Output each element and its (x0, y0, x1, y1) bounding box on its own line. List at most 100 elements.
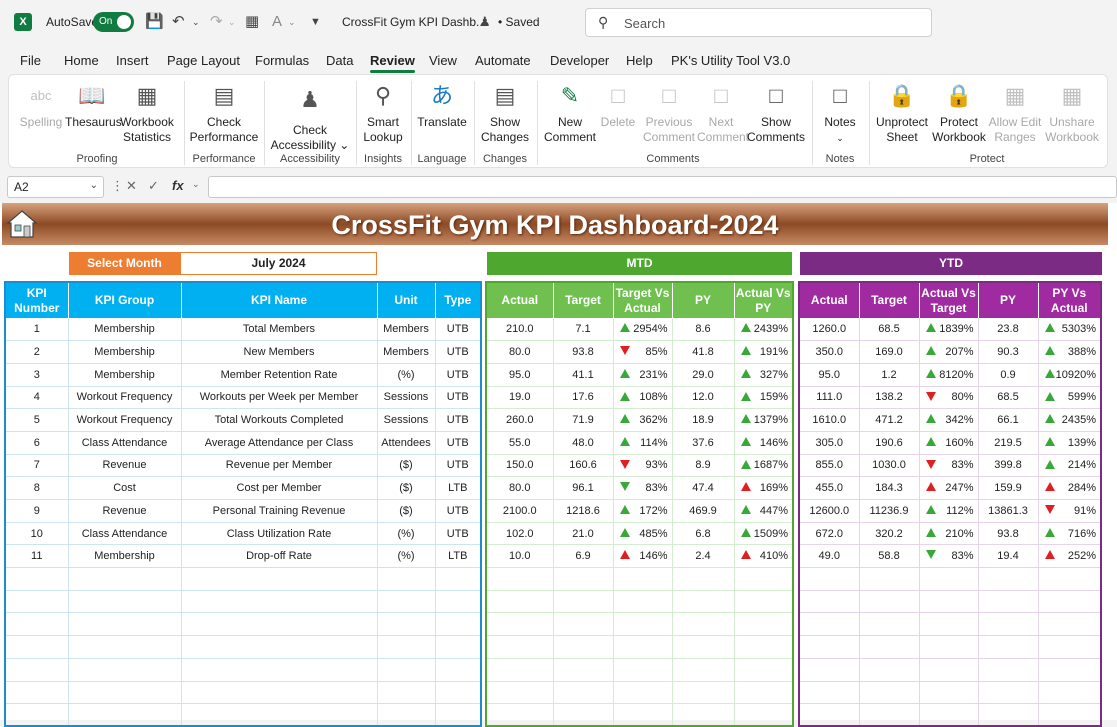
mtd-actual-cell[interactable]: 80.0 (486, 340, 554, 364)
ytd-empty-cell[interactable] (799, 703, 860, 727)
mtd-actual-vs-py-cell[interactable]: 1509% (734, 522, 794, 546)
mtd-empty-cell[interactable] (613, 658, 673, 682)
mtd-target-vs-actual-cell[interactable]: 93% (613, 454, 673, 478)
mtd-empty-cell[interactable] (486, 590, 554, 614)
mtd-actual-cell[interactable]: 95.0 (486, 363, 554, 387)
mtd-target-vs-actual-cell[interactable]: 231% (613, 363, 673, 387)
mtd-target-cell[interactable]: 160.6 (553, 454, 614, 478)
mtd-empty-cell[interactable] (486, 703, 554, 727)
undo-icon[interactable]: ↶ (172, 13, 185, 30)
ytd-empty-cell[interactable] (978, 635, 1039, 659)
mtd-target-vs-actual-cell[interactable]: 172% (613, 499, 673, 523)
mtd-actual-vs-py-cell[interactable]: 146% (734, 431, 794, 455)
menu-review[interactable]: Review (370, 53, 415, 73)
spelling-button[interactable]: abc Spelling (17, 79, 65, 130)
ytd-actual-cell[interactable]: 350.0 (799, 340, 860, 364)
mtd-empty-cell[interactable] (672, 681, 735, 705)
check-performance-button[interactable]: ▤ Check Performance (189, 79, 259, 145)
type-cell[interactable]: UTB (435, 318, 482, 342)
unit-cell[interactable]: (%) (377, 363, 436, 387)
mtd-empty-cell[interactable] (734, 635, 794, 659)
mtd-target-vs-actual-cell[interactable]: 83% (613, 476, 673, 500)
mtd-empty-cell[interactable] (486, 635, 554, 659)
ytd-py-cell[interactable]: 0.9 (978, 363, 1039, 387)
kpi-name-cell[interactable]: Total Members (181, 318, 378, 342)
unit-cell[interactable]: ($) (377, 454, 436, 478)
ytd-py-cell[interactable]: 66.1 (978, 408, 1039, 432)
kpi-number-cell[interactable] (5, 703, 69, 727)
unit-cell[interactable]: ($) (377, 476, 436, 500)
ytd-empty-cell[interactable] (919, 658, 979, 682)
kpi-number-cell[interactable] (5, 681, 69, 705)
type-cell[interactable]: UTB (435, 522, 482, 546)
kpi-group-cell[interactable]: Revenue (68, 499, 182, 523)
type-cell[interactable]: UTB (435, 386, 482, 410)
mtd-target-cell[interactable]: 48.0 (553, 431, 614, 455)
previous-comment-button[interactable]: □ Previous Comment (641, 79, 697, 145)
mtd-empty-cell[interactable] (613, 635, 673, 659)
mtd-empty-cell[interactable] (613, 567, 673, 591)
unit-cell[interactable]: Members (377, 318, 436, 342)
mtd-target-vs-actual-cell[interactable]: 146% (613, 544, 673, 569)
autosave-toggle[interactable]: On (93, 12, 134, 32)
ytd-target-cell[interactable]: 68.5 (859, 318, 920, 342)
mtd-py-cell[interactable]: 37.6 (672, 431, 735, 455)
ytd-empty-cell[interactable] (859, 612, 920, 637)
mtd-empty-cell[interactable] (613, 681, 673, 705)
fx-dropdown-icon[interactable]: ⌄ (192, 179, 200, 189)
ytd-target-vs-actual-cell[interactable]: 83% (919, 454, 979, 478)
mtd-target-cell[interactable]: 17.6 (553, 386, 614, 410)
unit-cell[interactable]: Attendees (377, 431, 436, 455)
ytd-actual-vs-py-cell[interactable]: 252% (1038, 544, 1102, 569)
ytd-empty-cell[interactable] (799, 567, 860, 591)
ytd-py-cell[interactable]: 219.5 (978, 431, 1039, 455)
kpi-name-cell[interactable] (181, 703, 378, 727)
unit-cell[interactable] (377, 612, 436, 637)
ytd-actual-cell[interactable]: 1610.0 (799, 408, 860, 432)
ytd-empty-cell[interactable] (978, 703, 1039, 727)
share-people-icon[interactable]: ♟ (479, 14, 491, 29)
kpi-group-cell[interactable] (68, 612, 182, 637)
kpi-number-cell[interactable]: 9 (5, 499, 69, 523)
kpi-name-cell[interactable]: Cost per Member (181, 476, 378, 500)
menu-insert[interactable]: Insert (116, 53, 149, 68)
mtd-empty-cell[interactable] (672, 658, 735, 682)
kpi-group-cell[interactable]: Revenue (68, 454, 182, 478)
ytd-empty-cell[interactable] (978, 567, 1039, 591)
menu-view[interactable]: View (429, 53, 457, 68)
kpi-name-cell[interactable]: Workouts per Week per Member (181, 386, 378, 410)
ytd-target-vs-actual-cell[interactable]: 1839% (919, 318, 979, 342)
kpi-group-cell[interactable] (68, 635, 182, 659)
kpi-number-cell[interactable]: 2 (5, 340, 69, 364)
mtd-actual-vs-py-cell[interactable]: 169% (734, 476, 794, 500)
mtd-empty-cell[interactable] (734, 681, 794, 705)
unit-cell[interactable]: Sessions (377, 386, 436, 410)
unit-cell[interactable] (377, 590, 436, 614)
menu-pk-utility-tool[interactable]: PK's Utility Tool V3.0 (671, 53, 791, 68)
ytd-target-cell[interactable]: 1030.0 (859, 454, 920, 478)
translate-button[interactable]: あ Translate (414, 79, 470, 130)
type-cell[interactable]: LTB (435, 544, 482, 569)
kpi-number-cell[interactable]: 1 (5, 318, 69, 342)
mtd-empty-cell[interactable] (486, 612, 554, 637)
ytd-empty-cell[interactable] (859, 590, 920, 614)
kpi-group-cell[interactable]: Cost (68, 476, 182, 500)
ytd-empty-cell[interactable] (859, 658, 920, 682)
ytd-target-vs-actual-cell[interactable]: 8120% (919, 363, 979, 387)
mtd-empty-cell[interactable] (734, 590, 794, 614)
ytd-target-vs-actual-cell[interactable]: 342% (919, 408, 979, 432)
ytd-empty-cell[interactable] (1038, 567, 1102, 591)
ytd-target-cell[interactable]: 190.6 (859, 431, 920, 455)
mtd-py-cell[interactable]: 41.8 (672, 340, 735, 364)
ytd-empty-cell[interactable] (1038, 681, 1102, 705)
ytd-empty-cell[interactable] (919, 703, 979, 727)
unprotect-sheet-button[interactable]: 🔒 Unprotect Sheet (873, 79, 931, 145)
type-cell[interactable]: UTB (435, 499, 482, 523)
mtd-py-cell[interactable]: 18.9 (672, 408, 735, 432)
ytd-actual-cell[interactable]: 12600.0 (799, 499, 860, 523)
kpi-name-cell[interactable]: Average Attendance per Class (181, 431, 378, 455)
ytd-target-cell[interactable]: 184.3 (859, 476, 920, 500)
kpi-number-cell[interactable] (5, 658, 69, 682)
ytd-empty-cell[interactable] (1038, 635, 1102, 659)
mtd-actual-vs-py-cell[interactable]: 1687% (734, 454, 794, 478)
